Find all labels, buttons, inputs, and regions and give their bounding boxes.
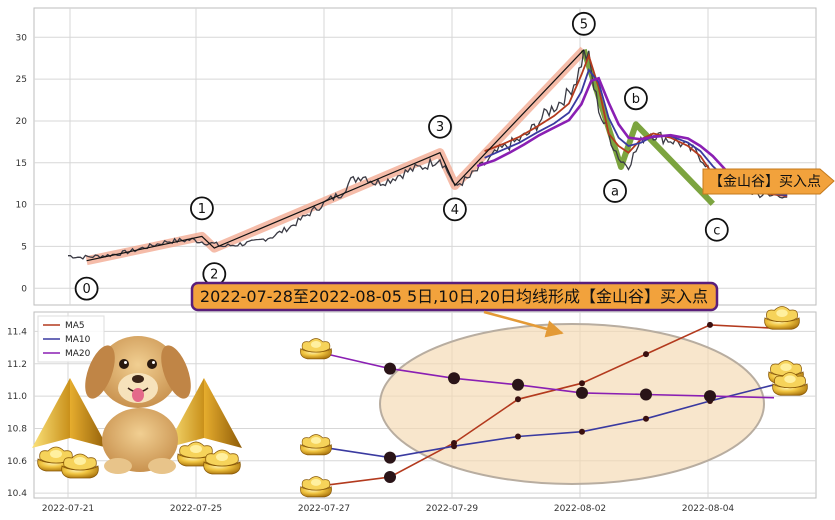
golden-ingot-icon xyxy=(772,372,808,396)
golden-ingot-icon xyxy=(300,434,332,456)
wave-label-4: 4 xyxy=(442,197,467,222)
signal-marker: 【金山谷】买入点 xyxy=(702,168,835,195)
y-tick-label: 30 xyxy=(16,33,28,43)
ma10-line xyxy=(326,384,775,459)
x-tick-label: 2022-07-27 xyxy=(298,504,350,514)
wave-label-text: a xyxy=(611,184,619,199)
wave-label-b: b xyxy=(624,86,648,111)
wave-label-0: 0 xyxy=(74,276,99,301)
ma20-line xyxy=(326,353,775,399)
ma10-point xyxy=(643,415,649,422)
wave-label-text: c xyxy=(713,223,720,238)
golden-valley-point xyxy=(448,372,460,385)
y-tick-label: 11.0 xyxy=(7,392,27,402)
y-tick-label: 25 xyxy=(16,75,27,85)
wave-label-text: 1 xyxy=(198,202,206,217)
ma-legend: MA5 MA10 MA20 xyxy=(37,315,105,363)
ingot-group xyxy=(300,306,808,498)
ma-panel-y-ticks: 10.4 10.6 10.8 11.0 11.2 11.4 xyxy=(7,327,27,499)
wave-label-text: 5 xyxy=(580,17,588,32)
gold-pyramid-icon xyxy=(32,378,108,448)
wave-label-c: c xyxy=(704,217,729,242)
y-tick-label: 20 xyxy=(16,117,28,127)
y-tick-label: 10 xyxy=(16,201,28,211)
golden-valley-point xyxy=(640,388,652,401)
wave-label-3: 3 xyxy=(428,114,452,139)
y-tick-label: 11.4 xyxy=(7,327,27,337)
ingot-group xyxy=(37,441,241,479)
ma5-point xyxy=(515,396,521,403)
wave-label-text: b xyxy=(632,92,640,107)
signal-text: 【金山谷】买入点 xyxy=(709,174,821,190)
x-tick-label: 2022-07-25 xyxy=(170,504,222,514)
golden-ingot-icon xyxy=(203,449,241,475)
wave-label-text: 3 xyxy=(436,120,444,135)
golden-valley-point xyxy=(704,390,716,403)
golden-valley-point xyxy=(576,386,588,399)
banner-arrow xyxy=(483,310,564,338)
y-tick-label: 10.4 xyxy=(7,489,27,499)
ma10-point xyxy=(451,443,457,450)
y-tick-label: 5 xyxy=(21,242,27,252)
golden-valley-point xyxy=(384,451,396,464)
ma10-point xyxy=(579,428,585,435)
y-tick-label: 10.6 xyxy=(7,457,27,467)
wave-label-5: 5 xyxy=(571,11,596,36)
y-tick-label: 11.2 xyxy=(7,360,27,370)
golden-ingot-icon xyxy=(300,476,332,498)
wave-label-1: 1 xyxy=(190,196,214,221)
wave-label-a: a xyxy=(603,179,627,203)
price-line xyxy=(68,49,788,260)
ma5-point xyxy=(579,380,585,387)
puppy-icon xyxy=(85,336,191,474)
x-tick-label: 2022-07-21 xyxy=(42,504,94,514)
golden-ingot-icon xyxy=(61,453,99,479)
golden-valley-point xyxy=(384,362,396,375)
golden-ingot-icon xyxy=(300,338,332,360)
x-tick-label: 2022-07-29 xyxy=(426,504,479,514)
y-tick-label: 10.8 xyxy=(7,424,27,434)
legend-ma10: MA10 xyxy=(65,335,91,345)
y-tick-label: 0 xyxy=(21,284,27,294)
x-tick-label: 2022-08-04 xyxy=(682,504,735,514)
golden-valley-point xyxy=(512,378,524,391)
impulse-wave-line xyxy=(86,49,585,262)
banner-text: 2022-07-28至2022-08-05 5日,10日,20日均线形成【金山谷… xyxy=(200,287,708,306)
price-panel-y-ticks: 0 5 10 15 20 25 30 xyxy=(16,33,28,294)
ma5-point xyxy=(643,351,649,358)
wave-label-2: 2 xyxy=(202,262,227,287)
golden-ingot-icon xyxy=(764,306,800,330)
ma5-line xyxy=(326,324,775,486)
wave-label-text: 2 xyxy=(210,268,218,283)
ma10-point xyxy=(515,433,521,440)
legend-ma5: MA5 xyxy=(65,321,85,331)
legend-ma20: MA20 xyxy=(65,349,91,359)
wave-label-text: 0 xyxy=(82,282,90,297)
golden-valley-highlight xyxy=(379,323,765,485)
price-panel-content: 0 1 2 3 4 5 a b c xyxy=(68,11,788,301)
y-tick-label: 15 xyxy=(16,159,27,169)
banner: 2022-07-28至2022-08-05 5日,10日,20日均线形成【金山谷… xyxy=(190,281,719,312)
ma-panel-content xyxy=(326,321,775,486)
ma5-point xyxy=(707,321,713,328)
x-tick-label: 2022-08-02 xyxy=(554,504,606,514)
golden-valley-point xyxy=(384,471,396,483)
wave-label-text: 4 xyxy=(451,203,459,218)
ma-panel-x-ticks: 2022-07-21 2022-07-25 2022-07-27 2022-07-29… xyxy=(42,504,735,514)
